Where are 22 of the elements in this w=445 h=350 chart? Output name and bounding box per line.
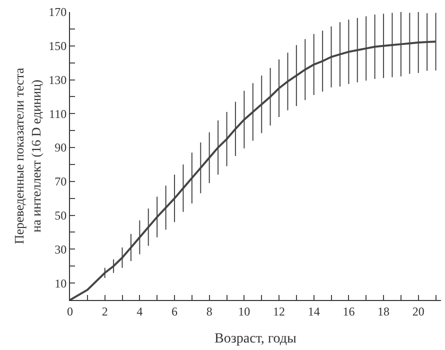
y-tick-label: 70 xyxy=(54,174,67,189)
y-axis-title: Переведенные показатели теста на интеллект (16 D единиц) xyxy=(12,68,44,244)
x-tick-label: 6 xyxy=(172,304,178,318)
y-tick-label: 10 xyxy=(54,276,67,290)
x-axis-title: Возраст, годы xyxy=(214,332,298,347)
y-tick-label: 50 xyxy=(54,208,67,222)
x-tick-label: 14 xyxy=(308,304,320,318)
y-tick-label: 130 xyxy=(48,72,67,87)
y-tick-label: 90 xyxy=(54,140,67,155)
x-tick-label: 10 xyxy=(238,304,250,318)
x-tick-label: 16 xyxy=(342,304,355,318)
y-tick-label: 170 xyxy=(48,5,67,20)
x-tick-label: 0 xyxy=(67,304,73,318)
x-tick-label: 4 xyxy=(136,304,143,318)
x-tick-label: 12 xyxy=(273,304,286,318)
y-tick-label: 30 xyxy=(54,242,67,256)
x-tick-label: 2 xyxy=(102,304,108,318)
x-tick-label: 18 xyxy=(378,304,390,318)
y-tick-label: 150 xyxy=(48,39,67,54)
x-tick-label: 20 xyxy=(412,304,424,318)
x-tick-label: 8 xyxy=(206,304,212,318)
y-tick-label: 110 xyxy=(49,106,67,121)
